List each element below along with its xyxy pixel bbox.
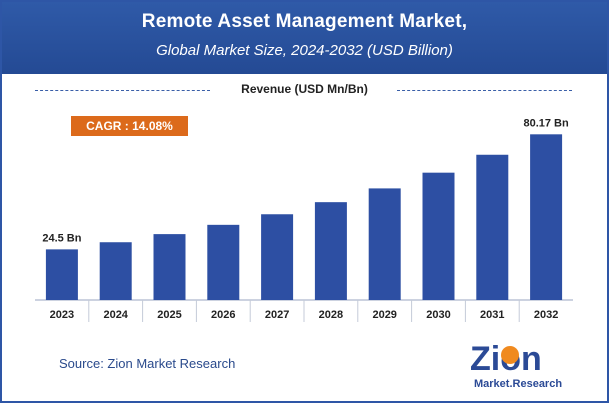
bar-2027: [261, 214, 294, 300]
bar-2029: [368, 188, 401, 300]
header-banner: Remote Asset Management Market, Global M…: [2, 2, 607, 74]
zion-logo: Zion Market.Research: [470, 340, 562, 390]
bar-2032: [530, 134, 563, 300]
x-tick-label: 2029: [372, 309, 396, 321]
x-tick-label: 2030: [426, 309, 450, 321]
data-label: 80.17 Bn: [523, 117, 569, 129]
chart-title: Remote Asset Management Market,: [141, 11, 468, 32]
x-tick-label: 2023: [50, 309, 74, 321]
x-tick-label: 2027: [265, 309, 289, 321]
bar-2028: [314, 202, 347, 300]
data-label: 24.5 Bn: [42, 232, 81, 244]
chart-subtitle: Global Market Size, 2024-2032 (USD Billi…: [156, 42, 453, 59]
x-tick-label: 2026: [211, 309, 235, 321]
x-tick-label: 2028: [319, 309, 343, 321]
logo-tagline: Market.Research: [474, 378, 562, 390]
bar-2026: [207, 224, 240, 300]
cagr-badge: CAGR : 14.08%: [71, 116, 188, 136]
legend-label: Revenue (USD Mn/Bn): [241, 82, 368, 96]
legend-divider-right: [397, 90, 572, 91]
bar-chart: 2023 24.5 Bn 2024 2025 2026 2027 2028 2029 2030 2…: [35, 117, 573, 322]
bar-2024: [99, 242, 132, 300]
legend-divider-left: [35, 90, 210, 91]
x-tick-label: 2024: [103, 309, 128, 321]
logo-globe-icon: [501, 346, 519, 364]
x-tick-label: 2032: [534, 309, 558, 321]
bar-2031: [476, 154, 509, 300]
bar-2025: [153, 234, 186, 300]
bar-2023: [45, 249, 78, 300]
x-tick-label: 2031: [480, 309, 504, 321]
legend: Revenue (USD Mn/Bn): [2, 80, 607, 100]
x-tick-label: 2025: [157, 309, 181, 321]
source-note: Source: Zion Market Research: [59, 356, 236, 371]
bar-2030: [422, 172, 455, 300]
